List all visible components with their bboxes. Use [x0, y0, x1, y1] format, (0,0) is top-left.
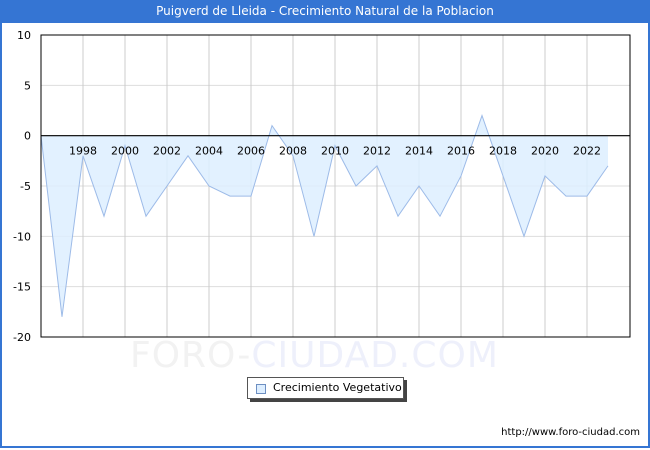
chart-title: Puigverd de Lleida - Crecimiento Natural…: [0, 0, 650, 23]
y-tick-label: 10: [17, 29, 31, 42]
y-tick-label: -5: [20, 180, 31, 193]
legend-swatch-icon: [256, 384, 266, 394]
watermark: FORO-CIUDAD.COM: [130, 335, 499, 376]
plot-border: [40, 34, 631, 338]
legend-label: Crecimiento Vegetativo: [273, 381, 402, 394]
y-tick-label: -20: [13, 331, 31, 344]
source-url[interactable]: http://www.foro-ciudad.com: [501, 427, 640, 438]
x-tick-label: 2014: [405, 145, 433, 158]
y-tick-label: -10: [13, 230, 31, 243]
data-line: [40, 114, 609, 317]
x-tick-label: 2012: [363, 145, 391, 158]
watermark-part1: FORO-: [130, 335, 252, 376]
y-axis-labels: 10 5 0 -5 -10 -15 -20: [13, 29, 31, 344]
x-tick-label: 2000: [111, 145, 139, 158]
x-tick-label: 2020: [531, 145, 559, 158]
x-tick-label: 2016: [447, 145, 475, 158]
x-tick-label: 2022: [573, 145, 601, 158]
x-axis-labels: 1998 2000 2002 2004 2006 2008 2010 2012 2014 2016…: [69, 145, 601, 158]
y-tick-label: -15: [13, 281, 31, 294]
x-tick-label: 1998: [69, 145, 97, 158]
y-tick-label: 5: [24, 79, 31, 92]
x-tick-label: 2008: [279, 145, 307, 158]
y-tick-label: 0: [24, 130, 31, 143]
watermark-part2: CIUDAD.COM: [251, 335, 499, 376]
x-tick-label: 2004: [195, 145, 223, 158]
x-tick-label: 2002: [153, 145, 181, 158]
x-tick-label: 2006: [237, 145, 265, 158]
x-tick-label: 2018: [489, 145, 517, 158]
legend: Crecimiento Vegetativo: [247, 377, 404, 399]
x-tick-label: 2010: [321, 145, 349, 158]
